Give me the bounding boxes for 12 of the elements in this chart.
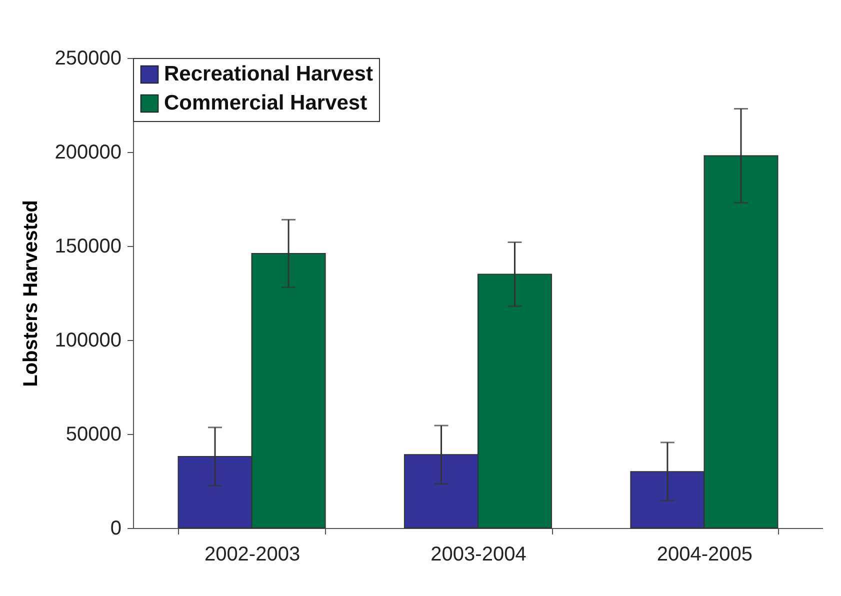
y-axis-title: Lobsters Harvested bbox=[20, 200, 42, 387]
y-tick-label: 0 bbox=[110, 518, 122, 540]
x-tick-label: 2003-2004 bbox=[430, 544, 526, 566]
y-tick-label: 200000 bbox=[54, 142, 122, 164]
x-tick-label: 2002-2003 bbox=[204, 544, 300, 566]
y-tick-label: 150000 bbox=[54, 236, 122, 258]
x-tick-label: 2004-2005 bbox=[656, 544, 753, 566]
y-tick-label: 250000 bbox=[54, 48, 122, 70]
y-tick-label: 100000 bbox=[54, 330, 122, 352]
y-tick-label: 50000 bbox=[66, 424, 122, 446]
legend-label: Recreational Harvest bbox=[164, 62, 373, 86]
legend-label: Commercial Harvest bbox=[164, 92, 368, 114]
